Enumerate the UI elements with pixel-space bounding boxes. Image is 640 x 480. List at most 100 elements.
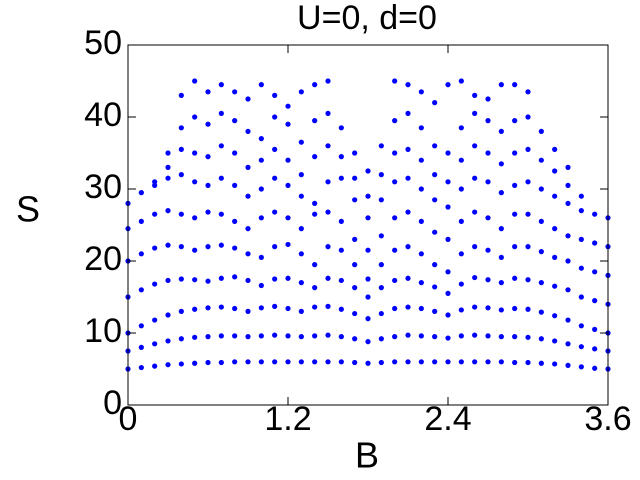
point bbox=[285, 275, 291, 281]
point bbox=[258, 282, 264, 289]
point bbox=[378, 359, 384, 366]
point bbox=[338, 154, 344, 160]
point bbox=[432, 172, 438, 178]
point bbox=[472, 143, 478, 149]
point bbox=[218, 110, 224, 116]
point bbox=[312, 333, 318, 339]
point bbox=[178, 172, 184, 178]
point bbox=[312, 304, 318, 310]
point bbox=[458, 359, 464, 365]
y-tick-label: 20 bbox=[84, 240, 122, 278]
point bbox=[232, 245, 238, 251]
point bbox=[272, 92, 278, 98]
point bbox=[458, 186, 464, 192]
point bbox=[205, 244, 211, 250]
point bbox=[432, 262, 438, 268]
point bbox=[325, 244, 331, 250]
point bbox=[392, 334, 398, 340]
point bbox=[445, 335, 451, 341]
point bbox=[192, 114, 198, 120]
point bbox=[498, 161, 504, 167]
point bbox=[445, 269, 451, 275]
point bbox=[232, 218, 238, 224]
point bbox=[178, 244, 184, 250]
point bbox=[405, 82, 411, 88]
point bbox=[365, 339, 371, 345]
point bbox=[178, 211, 184, 217]
point bbox=[232, 333, 238, 339]
point bbox=[192, 78, 198, 84]
point bbox=[472, 92, 478, 98]
point bbox=[592, 269, 598, 275]
point bbox=[418, 280, 424, 286]
point bbox=[178, 92, 184, 98]
point bbox=[512, 305, 518, 312]
point bbox=[192, 247, 198, 253]
point bbox=[432, 143, 438, 149]
point bbox=[298, 89, 304, 95]
point bbox=[565, 164, 571, 170]
point bbox=[205, 305, 211, 311]
point bbox=[312, 285, 318, 291]
point bbox=[258, 136, 264, 142]
point bbox=[325, 78, 331, 84]
point bbox=[312, 82, 318, 88]
x-tick-label: 1.2 bbox=[264, 400, 311, 438]
point bbox=[178, 276, 184, 282]
point bbox=[552, 226, 558, 232]
point bbox=[485, 305, 491, 311]
point bbox=[365, 360, 371, 366]
point bbox=[498, 334, 504, 340]
point bbox=[525, 244, 531, 250]
point bbox=[165, 277, 171, 284]
point bbox=[578, 344, 584, 350]
point bbox=[245, 193, 251, 199]
y-tick-label: 10 bbox=[84, 312, 122, 350]
point bbox=[525, 146, 531, 152]
point bbox=[458, 333, 464, 339]
point bbox=[405, 244, 411, 250]
point bbox=[285, 305, 291, 312]
point bbox=[205, 334, 211, 340]
point bbox=[578, 323, 584, 329]
point bbox=[578, 193, 584, 199]
point bbox=[418, 125, 424, 131]
point bbox=[472, 209, 478, 215]
point bbox=[445, 204, 451, 210]
point bbox=[138, 190, 144, 196]
point bbox=[178, 336, 184, 342]
point bbox=[232, 118, 238, 124]
point bbox=[565, 182, 571, 188]
point bbox=[258, 359, 264, 365]
point bbox=[165, 242, 171, 248]
point bbox=[352, 285, 358, 291]
y-tick-label: 0 bbox=[103, 384, 122, 422]
point bbox=[205, 154, 211, 160]
point bbox=[272, 276, 278, 282]
point bbox=[472, 359, 478, 365]
point bbox=[592, 211, 598, 217]
point bbox=[298, 334, 304, 340]
point bbox=[258, 333, 264, 339]
point bbox=[405, 332, 411, 338]
point bbox=[152, 179, 158, 185]
point bbox=[192, 334, 198, 340]
point bbox=[352, 175, 358, 181]
point bbox=[512, 211, 518, 217]
point bbox=[418, 333, 424, 339]
point bbox=[165, 208, 171, 214]
x-axis-label: B bbox=[355, 435, 379, 476]
point bbox=[365, 276, 371, 282]
point bbox=[258, 82, 264, 88]
point bbox=[205, 359, 211, 366]
point bbox=[272, 303, 278, 309]
point bbox=[418, 359, 424, 365]
point bbox=[525, 334, 531, 340]
point bbox=[178, 125, 184, 131]
point bbox=[525, 277, 531, 283]
point bbox=[432, 100, 438, 106]
point bbox=[325, 332, 331, 338]
point bbox=[392, 179, 398, 185]
point bbox=[338, 277, 344, 284]
point bbox=[392, 150, 398, 156]
